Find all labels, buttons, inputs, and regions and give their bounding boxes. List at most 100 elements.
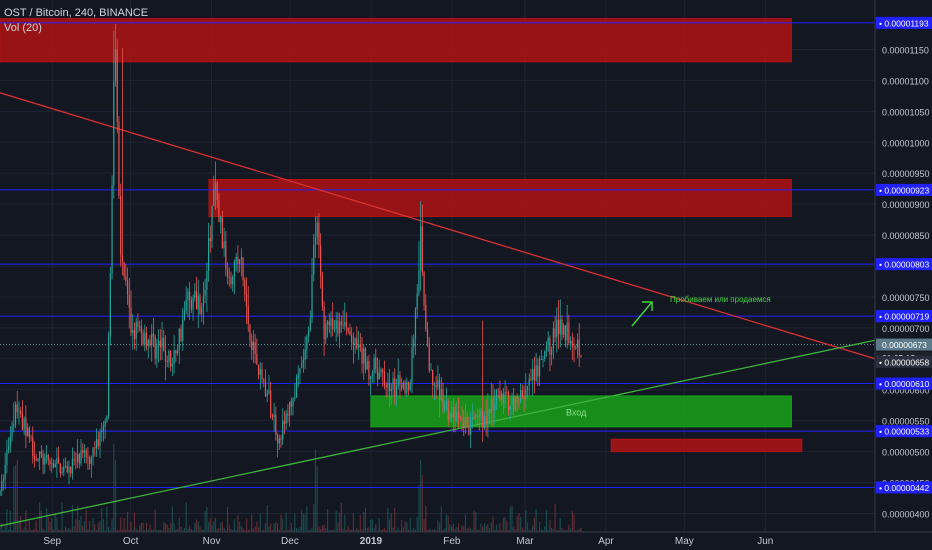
candle-body — [557, 319, 560, 334]
volume-bar — [573, 514, 575, 532]
volume-bar — [511, 505, 513, 532]
candle-body — [73, 459, 75, 461]
volume-bar — [157, 529, 160, 532]
candle-body — [521, 390, 523, 398]
candle-body — [463, 418, 465, 429]
volume-bar — [456, 527, 458, 532]
candle-body — [106, 416, 108, 422]
annotation[interactable]: Пробиваем или продаемся — [631, 295, 771, 327]
candle-body — [140, 326, 142, 333]
candle-body — [337, 320, 339, 334]
volume-bar — [570, 528, 572, 532]
volume-bar — [306, 506, 308, 532]
candle-body — [454, 407, 456, 421]
candle-body — [101, 430, 103, 432]
candle-body — [35, 459, 37, 461]
candle-body — [95, 439, 98, 449]
candle-body — [513, 396, 515, 410]
volume-bar — [144, 529, 146, 532]
candle-body — [351, 335, 353, 343]
candle-body — [20, 410, 22, 415]
candle-body — [435, 385, 437, 388]
candle-body — [123, 262, 125, 277]
volume-bar — [25, 510, 27, 532]
candle-body — [333, 328, 336, 330]
volume-bar — [383, 528, 386, 532]
candle-body — [75, 460, 77, 462]
candle-body — [357, 344, 360, 349]
volume-bar — [164, 523, 167, 532]
volume-bar — [513, 526, 515, 532]
candle-body — [311, 274, 313, 320]
level-label: • 0.00000610 — [879, 379, 930, 389]
volume-bar — [185, 502, 187, 532]
candle-body — [413, 339, 415, 348]
volume-bar — [170, 522, 172, 532]
volume-bar — [482, 526, 484, 532]
volume-bar — [283, 529, 286, 532]
y-tick-label: 0.00000950 — [882, 169, 930, 179]
candle-body — [290, 401, 292, 407]
candle-body — [470, 419, 472, 435]
x-tick-label: Jun — [757, 536, 773, 547]
volume-bar — [187, 528, 189, 532]
volume-bar — [506, 520, 508, 532]
volume-bar — [301, 509, 303, 532]
candle-body — [97, 439, 99, 447]
candle-body — [163, 337, 165, 352]
volume-bar — [151, 529, 153, 532]
candle-body — [340, 321, 342, 325]
volume-bar — [66, 529, 68, 532]
volume-bar — [149, 524, 151, 532]
candle-body — [37, 458, 39, 461]
price-axis[interactable]: 0.000004000.000004500.000005000.00000550… — [876, 16, 932, 520]
zone-red[interactable] — [208, 178, 792, 218]
candle-body — [173, 350, 175, 365]
trendlines[interactable] — [0, 92, 876, 527]
trendline-red[interactable] — [0, 92, 876, 360]
volume-bar — [509, 507, 511, 532]
volume-bar — [435, 529, 437, 532]
candle-body — [64, 466, 67, 467]
volume-bar — [275, 521, 277, 532]
volume-bar — [221, 521, 223, 532]
volume-bar — [194, 522, 196, 532]
volume-bar — [547, 529, 549, 532]
volume-bar — [295, 527, 298, 532]
zone-red[interactable] — [610, 438, 803, 453]
candle-body — [490, 398, 492, 414]
volume-bar — [80, 515, 82, 532]
candle-body — [176, 349, 179, 354]
volume-bar — [494, 529, 496, 532]
candle-body — [89, 457, 91, 464]
candle-body — [104, 421, 106, 427]
time-axis[interactable]: Sep Oct Nov Dec 2019 Feb Mar Apr May Jun — [43, 536, 773, 547]
volume-bar — [216, 529, 218, 532]
volume-bar — [206, 507, 208, 532]
candle-body — [345, 322, 348, 328]
volume-bar — [407, 529, 410, 532]
zone-red[interactable] — [0, 18, 792, 63]
volume-bar — [54, 514, 56, 532]
candle-body — [571, 341, 573, 347]
volume-bar — [85, 509, 87, 532]
volume-bar — [321, 525, 323, 532]
candle-body — [394, 378, 396, 397]
candle-body — [111, 184, 113, 274]
level-lines[interactable] — [0, 22, 875, 488]
volume-bar — [521, 527, 523, 532]
volume-bar — [530, 529, 532, 532]
volume-bar — [318, 526, 320, 532]
candle-body — [304, 349, 306, 360]
candle-body — [549, 337, 551, 355]
candle-body — [102, 426, 105, 431]
volume-bar — [416, 517, 418, 532]
candle-body — [299, 368, 301, 374]
trendline-green[interactable] — [0, 339, 876, 527]
candle-body — [575, 347, 577, 349]
candle-body — [459, 417, 461, 419]
candle-body — [133, 330, 136, 340]
candle-body — [4, 464, 6, 480]
